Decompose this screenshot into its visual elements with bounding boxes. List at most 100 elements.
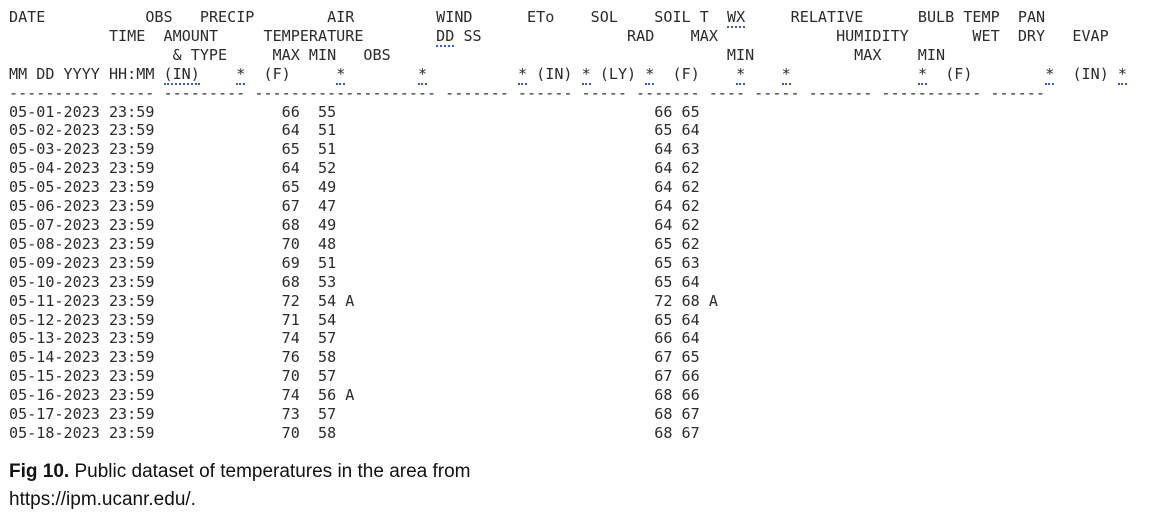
sol-flag-link[interactable]: * [645, 64, 655, 85]
cell-soil-min: 64 [681, 272, 700, 291]
cell-date: 05-08-2023 [9, 234, 100, 253]
obs-flag-link[interactable]: * [418, 64, 428, 85]
table-row: 05-12-2023 23:59 71 54 65 64 [9, 311, 709, 329]
wind-flag-link[interactable]: * [517, 64, 528, 85]
cell-time: 23:59 [108, 197, 155, 216]
cell-date: 05-09-2023 [9, 253, 100, 272]
cell-air-max: 72 [281, 291, 300, 310]
cell-air-min: 47 [318, 197, 337, 216]
header-row-3: & TYPE MAX MIN OBS MIN MAX MIN [172, 45, 946, 64]
cell-air-flag: A [345, 386, 355, 405]
table-row: 05-04-2023 23:59 64 52 64 62 [9, 159, 709, 177]
cell-air-min: 49 [318, 215, 337, 234]
cell-time: 23:59 [108, 423, 155, 442]
cell-air-max: 66 [281, 102, 300, 121]
cell-time: 23:59 [108, 348, 155, 367]
header-row-2: TIME AMOUNT TEMPERATURE DD SS RAD MAX HU… [108, 26, 1109, 47]
cell-date: 05-01-2023 [9, 102, 100, 121]
cell-time: 23:59 [108, 310, 155, 329]
cell-air-max: 64 [281, 121, 300, 140]
cell-soil-max: 67 [654, 367, 673, 386]
cell-air-max: 69 [281, 253, 300, 272]
caption-text: Public dataset of temperatures in the ar… [9, 461, 471, 510]
cell-soil-min: 65 [681, 102, 700, 121]
cell-air-max: 74 [281, 386, 300, 405]
pan-flag-link[interactable]: * [1117, 64, 1128, 85]
cell-air-max: 64 [281, 159, 300, 178]
cell-date: 05-02-2023 [9, 121, 100, 140]
rh-flag-link[interactable]: * [917, 64, 928, 85]
cell-soil-max: 65 [654, 272, 673, 291]
cell-air-min: 54 [318, 291, 337, 310]
table-row: 05-13-2023 23:59 74 57 66 64 [9, 329, 709, 347]
cell-air-min: 49 [318, 178, 337, 197]
cell-soil-max: 65 [654, 234, 673, 253]
cell-time: 23:59 [108, 121, 155, 140]
cell-air-min: 51 [318, 121, 337, 140]
cell-time: 23:59 [108, 291, 155, 310]
cell-air-min: 58 [318, 423, 337, 442]
cell-soil-flag: A [708, 291, 718, 310]
table-row: 05-02-2023 23:59 64 51 65 64 [9, 121, 709, 139]
cell-air-max: 68 [281, 215, 300, 234]
cell-date: 05-07-2023 [9, 215, 100, 234]
cell-air-max: 70 [281, 234, 300, 253]
table-row: 05-03-2023 23:59 65 51 64 63 [9, 140, 709, 158]
cell-air-min: 55 [318, 102, 337, 121]
cell-time: 23:59 [108, 215, 155, 234]
cell-soil-min: 63 [681, 140, 700, 159]
cell-soil-max: 64 [654, 159, 673, 178]
eto-flag-link[interactable]: * [581, 64, 591, 85]
cell-soil-max: 66 [654, 329, 673, 348]
cell-air-min: 48 [318, 234, 337, 253]
wind-dd-link[interactable]: DD [436, 26, 455, 47]
table-row: 05-06-2023 23:59 67 47 64 62 [9, 197, 709, 215]
cell-time: 23:59 [108, 272, 155, 291]
caption-label: Fig 10. [9, 461, 70, 482]
precip-in-link[interactable]: (IN) [163, 64, 200, 85]
cell-soil-min: 64 [681, 329, 700, 348]
cell-soil-min: 62 [681, 178, 700, 197]
wx-flag-link[interactable]: * [781, 64, 791, 85]
cell-air-min: 51 [318, 253, 337, 272]
data-rows: 05-01-2023 23:59 66 55 66 65 05-02-2023 … [9, 103, 718, 442]
cell-air-min: 51 [318, 140, 337, 159]
cell-date: 05-04-2023 [9, 159, 100, 178]
cell-time: 23:59 [108, 329, 155, 348]
cell-air-min: 52 [318, 159, 337, 178]
cell-air-min: 57 [318, 405, 337, 424]
table-row: 05-05-2023 23:59 65 49 64 62 [9, 178, 709, 196]
cell-soil-min: 64 [681, 310, 700, 329]
cell-time: 23:59 [108, 386, 155, 405]
cell-time: 23:59 [108, 234, 155, 253]
figure-caption: Fig 10. Public dataset of temperatures i… [9, 458, 569, 514]
cell-air-max: 76 [281, 348, 300, 367]
bulb-flag-link[interactable]: * [1045, 64, 1055, 85]
table-row: 05-09-2023 23:59 69 51 65 63 [9, 254, 709, 272]
cell-air-max: 73 [281, 405, 300, 424]
weather-data-table: DATE OBS PRECIP AIR WIND ETo SOL SOIL T … [9, 8, 1128, 443]
cell-air-max: 70 [281, 367, 300, 386]
cell-soil-max: 65 [654, 253, 673, 272]
cell-soil-max: 67 [654, 348, 673, 367]
cell-soil-min: 63 [681, 253, 700, 272]
soil-flag-link[interactable]: * [736, 64, 746, 85]
wx-link[interactable]: WX [727, 8, 746, 28]
cell-soil-max: 64 [654, 178, 673, 197]
cell-air-min: 54 [318, 310, 337, 329]
cell-date: 05-17-2023 [9, 405, 100, 424]
cell-soil-min: 66 [681, 367, 700, 386]
cell-soil-max: 66 [654, 102, 673, 121]
cell-air-max: 67 [281, 197, 300, 216]
cell-date: 05-11-2023 [9, 291, 100, 310]
cell-air-max: 74 [281, 329, 300, 348]
table-row: 05-07-2023 23:59 68 49 64 62 [9, 216, 709, 234]
table-row: 05-01-2023 23:59 66 55 66 65 [9, 103, 709, 121]
cell-air-min: 57 [318, 329, 337, 348]
precip-flag-link[interactable]: * [236, 64, 246, 85]
air-flag-link[interactable]: * [336, 64, 346, 85]
cell-date: 05-18-2023 [9, 423, 100, 442]
cell-air-min: 58 [318, 348, 337, 367]
table-row: 05-18-2023 23:59 70 58 68 67 [9, 424, 709, 442]
cell-soil-min: 62 [681, 215, 700, 234]
